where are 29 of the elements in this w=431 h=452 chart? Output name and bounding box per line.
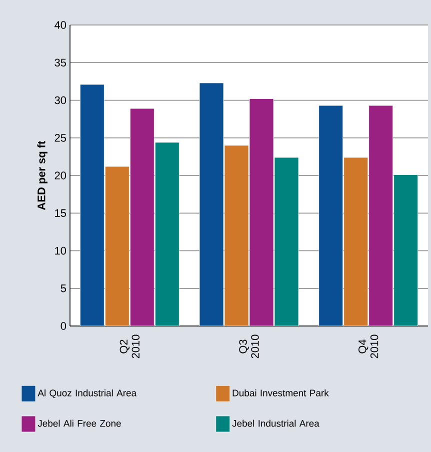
y-tick-label: 20: [54, 172, 66, 180]
y-tick-label: 35: [54, 58, 66, 67]
x-tick-label: Q2 2010: [120, 334, 140, 358]
bar: [368, 105, 394, 326]
legend-label: Dubai Investment Park: [232, 389, 329, 396]
legend-label: Al Quoz Industrial Area: [38, 389, 137, 398]
y-axis-title: AED per sq ft: [37, 140, 48, 210]
y-tick-label: 40: [54, 21, 66, 29]
bar: [80, 84, 104, 326]
bar: [394, 174, 418, 326]
bar: [130, 108, 154, 326]
bar: [199, 82, 224, 326]
y-tick-label: 30: [54, 96, 66, 104]
y-tick-label: 10: [55, 246, 66, 255]
bar: [274, 157, 299, 326]
bar: [104, 166, 130, 326]
bar: [344, 157, 368, 326]
bar: [224, 145, 249, 326]
bar: [154, 142, 180, 326]
x-tick-label: Q3 2010: [239, 334, 259, 358]
y-tick-label: 15: [55, 209, 66, 217]
x-tick-label: Q4 2010: [358, 334, 378, 358]
legend-label: Jebel Industrial Area: [232, 420, 320, 427]
bar: [249, 98, 274, 326]
y-tick-label: 25: [54, 134, 66, 142]
legend-label: Jebel Ali Free Zone: [38, 420, 121, 427]
y-tick-label: 0: [60, 322, 66, 330]
bar: [318, 105, 344, 326]
y-tick-label: 5: [60, 284, 66, 292]
